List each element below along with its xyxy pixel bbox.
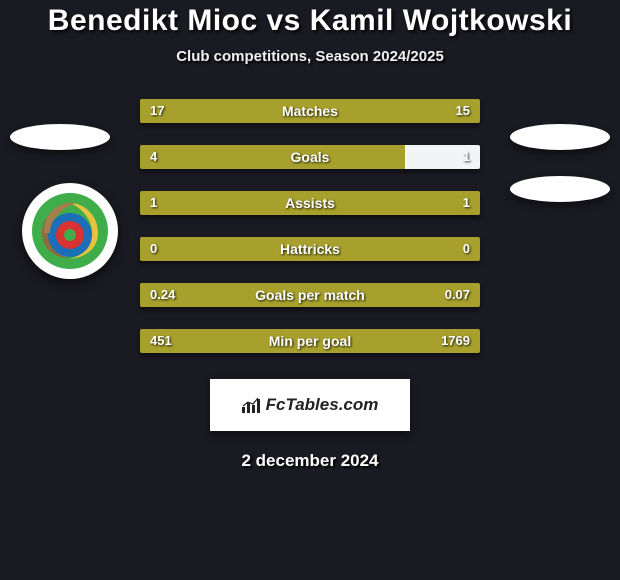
- stat-label: Assists: [140, 191, 480, 215]
- stat-bar: 0Hattricks0: [140, 237, 480, 261]
- stat-bar: 4Goals1: [140, 145, 480, 169]
- stat-label: Matches: [140, 99, 480, 123]
- comparison-infographic: Benedikt Mioc vs Kamil Wojtkowski Club c…: [0, 0, 620, 580]
- stat-bar: 0.24Goals per match0.07: [140, 283, 480, 307]
- player-badge-right-2: [510, 176, 610, 202]
- brand-label: FcTables.com: [242, 395, 379, 415]
- player-badge-right-1: [510, 124, 610, 150]
- stat-value-right: 1769: [441, 329, 470, 353]
- team-crest-icon: [30, 191, 110, 271]
- stat-value-right: 0.07: [445, 283, 470, 307]
- brand-chart-icon: [242, 397, 262, 413]
- page-subtitle: Club competitions, Season 2024/2025: [0, 48, 620, 65]
- stat-bar: 451Min per goal1769: [140, 329, 480, 353]
- brand-text: FcTables.com: [266, 395, 379, 415]
- stat-value-right: 0: [463, 237, 470, 261]
- player-badge-left: [10, 124, 110, 150]
- brand-box: FcTables.com: [210, 379, 410, 431]
- stat-value-right: 1: [463, 145, 470, 169]
- stat-bar: 17Matches15: [140, 99, 480, 123]
- stat-label: Goals: [140, 145, 480, 169]
- stat-bar: 1Assists1: [140, 191, 480, 215]
- stat-label: Min per goal: [140, 329, 480, 353]
- date-line: 2 december 2024: [0, 451, 620, 471]
- stat-label: Goals per match: [140, 283, 480, 307]
- team-badge: [22, 183, 118, 279]
- stats-bars: 17Matches154Goals11Assists10Hattricks00.…: [140, 99, 480, 353]
- stat-value-right: 1: [463, 191, 470, 215]
- stat-value-right: 15: [456, 99, 470, 123]
- page-title: Benedikt Mioc vs Kamil Wojtkowski: [0, 4, 620, 38]
- stat-label: Hattricks: [140, 237, 480, 261]
